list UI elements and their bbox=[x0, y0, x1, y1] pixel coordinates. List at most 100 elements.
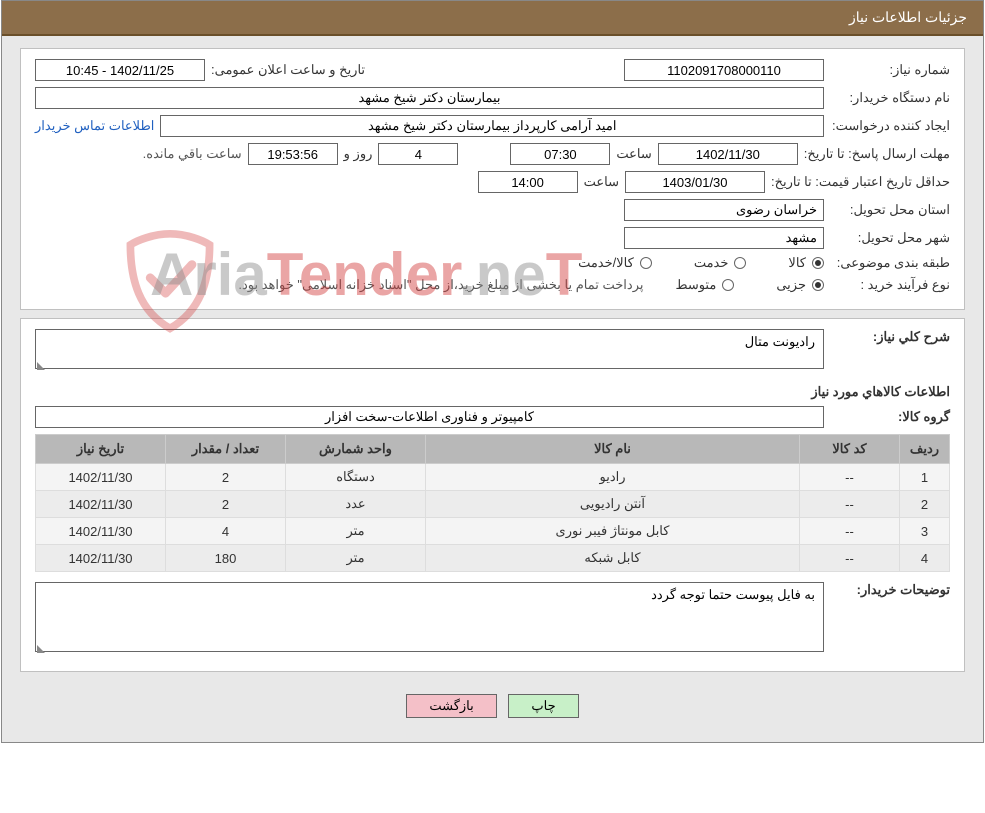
row-need-desc: شرح کلي نياز: bbox=[35, 329, 950, 372]
th-date: تاریخ نیاز bbox=[36, 435, 166, 464]
city-field[interactable] bbox=[624, 227, 824, 249]
radio-dot-icon bbox=[812, 279, 824, 291]
row-group: گروه کالا: bbox=[35, 406, 950, 428]
table-cell: -- bbox=[800, 518, 900, 545]
validity-date-field[interactable] bbox=[625, 171, 765, 193]
table-cell: -- bbox=[800, 545, 900, 572]
resize-icon bbox=[37, 645, 45, 653]
remaining-label: ساعت باقي مانده. bbox=[143, 146, 242, 162]
table-cell: 2 bbox=[900, 491, 950, 518]
need-no-label: شماره نیاز: bbox=[830, 62, 950, 78]
table-cell: رادیو bbox=[426, 464, 800, 491]
radio-dot-icon bbox=[722, 279, 734, 291]
button-row: چاپ بازگشت bbox=[20, 680, 965, 724]
radio-both[interactable]: کالا/خدمت bbox=[578, 255, 652, 271]
requester-field[interactable] bbox=[160, 115, 824, 137]
need-desc-wrap bbox=[35, 329, 824, 372]
th-unit: واحد شمارش bbox=[286, 435, 426, 464]
row-province: استان محل تحویل: bbox=[35, 199, 950, 221]
reply-date-field[interactable] bbox=[658, 143, 798, 165]
table-cell: -- bbox=[800, 464, 900, 491]
table-row: 2--آنتن رادیوییعدد21402/11/30 bbox=[36, 491, 950, 518]
announce-label: تاریخ و ساعت اعلان عمومی: bbox=[211, 62, 365, 78]
radio-dot-icon bbox=[640, 257, 652, 269]
table-row: 4--کابل شبکهمتر1801402/11/30 bbox=[36, 545, 950, 572]
th-qty: تعداد / مقدار bbox=[166, 435, 286, 464]
row-buyer-notes: توضیحات خریدار: bbox=[35, 582, 950, 655]
province-field[interactable] bbox=[624, 199, 824, 221]
radio-goods[interactable]: کالا bbox=[788, 255, 824, 271]
table-cell: 1402/11/30 bbox=[36, 545, 166, 572]
radio-medium-label: متوسط bbox=[675, 277, 716, 293]
time-label-1: ساعت bbox=[616, 146, 651, 162]
need-desc-label: شرح کلي نياز: bbox=[830, 329, 950, 345]
countdown-field[interactable] bbox=[248, 143, 338, 165]
table-cell: 2 bbox=[166, 464, 286, 491]
row-need-no: شماره نیاز: تاریخ و ساعت اعلان عمومی: bbox=[35, 59, 950, 81]
table-cell: متر bbox=[286, 518, 426, 545]
need-no-field[interactable] bbox=[624, 59, 824, 81]
reply-time-field[interactable] bbox=[510, 143, 610, 165]
radio-goods-label: کالا bbox=[788, 255, 806, 271]
title-text: جزئیات اطلاعات نیاز bbox=[849, 9, 967, 25]
row-reply-deadline: مهلت ارسال پاسخ: تا تاریخ: ساعت روز و سا… bbox=[35, 143, 950, 165]
back-button[interactable]: بازگشت bbox=[406, 694, 496, 718]
title-bar: جزئیات اطلاعات نیاز bbox=[2, 1, 983, 36]
buyer-notes-wrap bbox=[35, 582, 824, 655]
requester-label: ایجاد کننده درخواست: bbox=[830, 118, 950, 134]
buyer-notes-textarea[interactable] bbox=[35, 582, 824, 652]
buyer-contact-link[interactable]: اطلاعات تماس خریدار bbox=[35, 118, 154, 134]
table-cell: 4 bbox=[900, 545, 950, 572]
group-field[interactable] bbox=[35, 406, 824, 428]
table-cell: کابل شبکه bbox=[426, 545, 800, 572]
days-label: روز و bbox=[344, 146, 373, 162]
time-label-2: ساعت bbox=[584, 174, 619, 190]
purchase-type-label: نوع فرآیند خرید : bbox=[830, 277, 950, 293]
content-area: شماره نیاز: تاریخ و ساعت اعلان عمومی: نا… bbox=[2, 36, 983, 742]
purchase-note: پرداخت تمام یا بخشی از مبلغ خرید،از محل … bbox=[238, 277, 643, 293]
group-label: گروه کالا: bbox=[830, 409, 950, 425]
announce-field[interactable] bbox=[35, 59, 205, 81]
buyer-org-label: نام دستگاه خریدار: bbox=[830, 90, 950, 106]
table-row: 3--کابل مونتاژ فیبر نوریمتر41402/11/30 bbox=[36, 518, 950, 545]
validity-label: حداقل تاریخ اعتبار قیمت: تا تاریخ: bbox=[771, 174, 950, 190]
row-validity: حداقل تاریخ اعتبار قیمت: تا تاریخ: ساعت bbox=[35, 171, 950, 193]
days-field[interactable] bbox=[378, 143, 458, 165]
table-cell: 1402/11/30 bbox=[36, 518, 166, 545]
buyer-org-field[interactable] bbox=[35, 87, 824, 109]
radio-service[interactable]: خدمت bbox=[694, 255, 747, 271]
table-cell: 4 bbox=[166, 518, 286, 545]
radio-dot-icon bbox=[812, 257, 824, 269]
table-cell: 1 bbox=[900, 464, 950, 491]
th-code: کد کالا bbox=[800, 435, 900, 464]
radio-dot-icon bbox=[734, 257, 746, 269]
validity-time-field[interactable] bbox=[478, 171, 578, 193]
table-cell: متر bbox=[286, 545, 426, 572]
table-cell: دستگاه bbox=[286, 464, 426, 491]
table-cell: 3 bbox=[900, 518, 950, 545]
need-desc-textarea[interactable] bbox=[35, 329, 824, 369]
radio-minor[interactable]: جزیی bbox=[776, 277, 824, 293]
city-label: شهر محل تحویل: bbox=[830, 230, 950, 246]
radio-service-label: خدمت bbox=[694, 255, 729, 271]
items-table: ردیف کد کالا نام کالا واحد شمارش تعداد /… bbox=[35, 434, 950, 572]
table-row: 1--رادیودستگاه21402/11/30 bbox=[36, 464, 950, 491]
resize-icon bbox=[37, 362, 45, 370]
radio-minor-label: جزیی bbox=[776, 277, 806, 293]
table-cell: -- bbox=[800, 491, 900, 518]
print-button[interactable]: چاپ bbox=[508, 694, 578, 718]
info-panel: شماره نیاز: تاریخ و ساعت اعلان عمومی: نا… bbox=[20, 48, 965, 310]
goods-info-header: اطلاعات کالاهاي مورد نياز bbox=[35, 378, 950, 406]
category-label: طبقه بندی موضوعی: bbox=[830, 255, 950, 271]
th-name: نام کالا bbox=[426, 435, 800, 464]
radio-medium[interactable]: متوسط bbox=[675, 277, 734, 293]
page-container: جزئیات اطلاعات نیاز شماره نیاز: تاریخ و … bbox=[1, 0, 984, 743]
radio-both-label: کالا/خدمت bbox=[578, 255, 634, 271]
table-cell: 1402/11/30 bbox=[36, 491, 166, 518]
row-buyer-org: نام دستگاه خریدار: bbox=[35, 87, 950, 109]
th-row: ردیف bbox=[900, 435, 950, 464]
need-panel: شرح کلي نياز: اطلاعات کالاهاي مورد نياز … bbox=[20, 318, 965, 672]
row-category: طبقه بندی موضوعی: کالا خدمت کالا/خدمت bbox=[35, 255, 950, 271]
row-requester: ایجاد کننده درخواست: اطلاعات تماس خریدار bbox=[35, 115, 950, 137]
buyer-notes-label: توضیحات خریدار: bbox=[830, 582, 950, 598]
